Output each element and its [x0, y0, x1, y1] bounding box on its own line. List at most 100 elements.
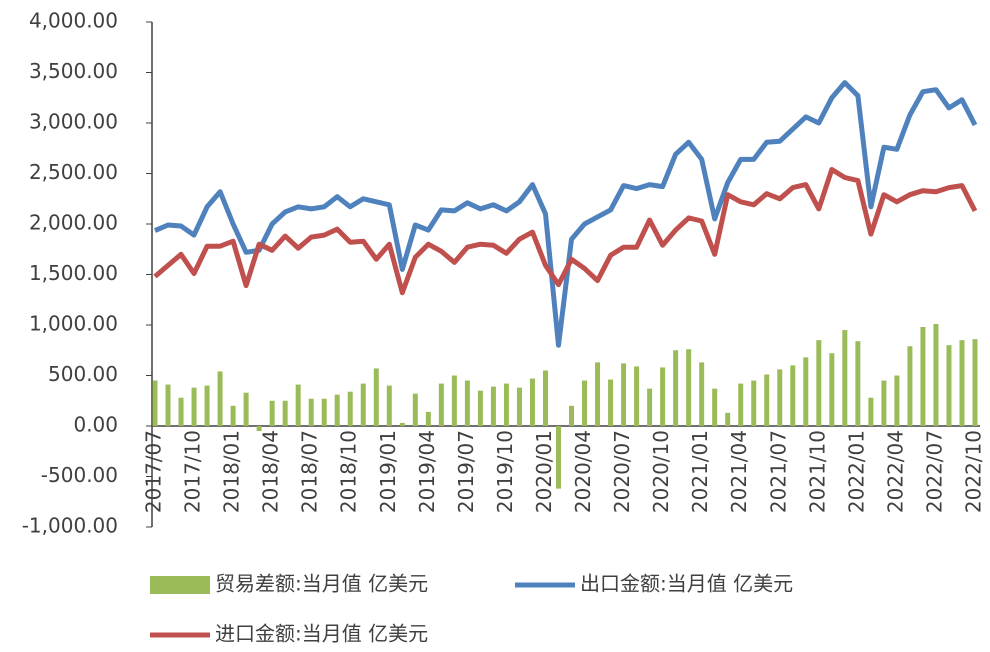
- line: [153, 167, 978, 296]
- bar: [477, 390, 483, 426]
- x-tick-label: 2020/07: [610, 430, 634, 513]
- bar: [217, 371, 223, 426]
- y-tick-label: 0.00: [73, 413, 118, 437]
- bar: [386, 385, 392, 426]
- bar: [777, 369, 783, 426]
- bar: [204, 385, 210, 426]
- y-tick-label: 2,500.00: [29, 160, 118, 184]
- bar: [165, 384, 171, 426]
- bar: [295, 384, 301, 426]
- bar: [647, 388, 653, 426]
- line: [154, 80, 978, 348]
- bar: [686, 349, 692, 426]
- x-tick-label: 2020/01: [532, 430, 556, 513]
- bar: [959, 340, 965, 426]
- bar: [881, 380, 887, 426]
- bar: [321, 398, 327, 426]
- x-tick-label: 2022/10: [962, 430, 986, 513]
- bar: [803, 357, 809, 426]
- bar: [555, 426, 561, 489]
- bar: [347, 391, 353, 426]
- bar: [191, 387, 197, 426]
- bar: [490, 386, 496, 426]
- bar: [712, 388, 718, 426]
- x-tick-label: 2019/01: [376, 430, 400, 513]
- bar: [751, 380, 757, 426]
- x-tick-label: 2020/10: [649, 430, 673, 513]
- y-tick-label: -500.00: [41, 463, 118, 487]
- legend-label: 出口金额:当月值 亿美元: [580, 572, 793, 596]
- legend-swatch: [150, 576, 210, 594]
- x-tick-label: 2021/07: [766, 430, 790, 513]
- bar: [790, 365, 796, 426]
- y-tick-label: 3,000.00: [29, 110, 118, 134]
- legend-label: 贸易差额:当月值 亿美元: [215, 572, 428, 596]
- bar: [243, 392, 249, 426]
- bar: [399, 422, 405, 426]
- bar: [621, 363, 627, 426]
- bar: [569, 405, 575, 426]
- bar: [816, 340, 822, 426]
- y-tick-label: 1,000.00: [29, 312, 118, 336]
- x-tick-label: 2018/01: [220, 430, 244, 513]
- bar: [725, 412, 731, 426]
- x-tick-label: 2022/01: [844, 430, 868, 513]
- bar: [230, 405, 236, 426]
- bar: [946, 345, 952, 426]
- bar: [660, 367, 666, 426]
- legend-label: 进口金额:当月值 亿美元: [215, 622, 428, 646]
- bar: [503, 383, 509, 426]
- bar: [673, 350, 679, 426]
- y-tick-label: 2,000.00: [29, 211, 118, 235]
- bar: [699, 362, 705, 426]
- bar: [308, 398, 314, 426]
- bar: [764, 374, 770, 426]
- x-tick-label: 2019/04: [415, 430, 439, 513]
- x-tick-label: 2020/04: [571, 430, 595, 513]
- y-tick-label: 1,500.00: [29, 261, 118, 285]
- y-tick-label: 500.00: [48, 362, 118, 386]
- x-tick-label: 2022/07: [922, 430, 946, 513]
- bar: [907, 346, 913, 426]
- bar: [582, 380, 588, 426]
- bar: [152, 380, 158, 426]
- bar: [829, 353, 835, 426]
- bar: [412, 393, 418, 426]
- y-tick-label: 4,000.00: [29, 9, 118, 33]
- bar: [855, 341, 861, 426]
- bar: [933, 323, 939, 426]
- bar: [464, 380, 470, 426]
- bar: [608, 379, 614, 426]
- bar: [595, 362, 601, 426]
- bar: [738, 383, 744, 426]
- bar: [529, 378, 535, 426]
- bar: [282, 400, 288, 426]
- bar: [842, 330, 848, 426]
- bar: [634, 366, 640, 426]
- bar: [868, 397, 874, 426]
- bar: [542, 370, 548, 426]
- x-tick-label: 2018/04: [259, 430, 283, 513]
- bar: [178, 397, 184, 426]
- bar: [269, 400, 275, 426]
- y-tick-label: 3,500.00: [29, 59, 118, 83]
- bar: [972, 339, 978, 426]
- x-tick-label: 2021/04: [727, 430, 751, 513]
- x-tick-label: 2022/04: [883, 430, 907, 513]
- x-tick-label: 2018/07: [298, 430, 322, 513]
- bar: [516, 387, 522, 426]
- x-tick-label: 2019/07: [454, 430, 478, 513]
- x-tick-label: 2021/01: [688, 430, 712, 513]
- x-tick-label: 2021/10: [805, 430, 829, 513]
- bar: [373, 368, 379, 426]
- bar: [920, 327, 926, 426]
- bar: [894, 375, 900, 426]
- bar: [451, 375, 457, 426]
- bar: [334, 394, 340, 426]
- x-tick-label: 2018/10: [337, 430, 361, 513]
- x-tick-label: 2017/07: [142, 430, 166, 513]
- bar: [438, 383, 444, 426]
- y-tick-label: -1,000.00: [22, 514, 118, 538]
- bar: [256, 426, 262, 432]
